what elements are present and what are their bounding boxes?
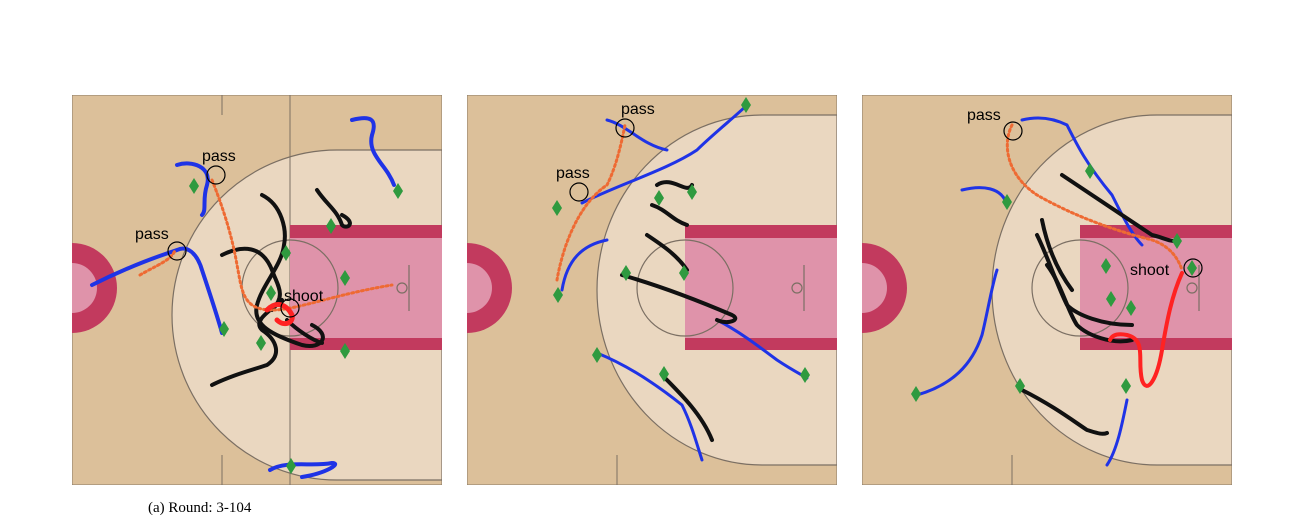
shoot-label: shoot bbox=[284, 288, 324, 305]
pass-label: pass bbox=[135, 226, 169, 243]
paint-inner bbox=[290, 238, 442, 338]
shoot-marker-circle bbox=[280, 298, 300, 318]
pass-marker-circle bbox=[615, 118, 635, 138]
pass-label: pass bbox=[556, 165, 590, 182]
hoop bbox=[1186, 282, 1198, 294]
pass-marker-circle bbox=[206, 165, 226, 185]
player-markers bbox=[552, 97, 810, 383]
free-throw-circle bbox=[636, 239, 734, 337]
figure-caption: (a) Round: 3-104 bbox=[148, 500, 252, 516]
paint-inner bbox=[685, 238, 837, 338]
free-throw-circle bbox=[1031, 239, 1129, 337]
court-1-svg: pass pass shoot bbox=[72, 95, 442, 485]
shoot-marker-circle bbox=[1183, 258, 1203, 278]
court-panel-3: pass shoot bbox=[862, 95, 1232, 485]
player-markers bbox=[189, 178, 403, 474]
pass-label: pass bbox=[967, 107, 1001, 124]
pass-label: pass bbox=[621, 101, 655, 118]
hoop bbox=[396, 282, 408, 294]
player-markers bbox=[911, 163, 1197, 402]
court-3-svg: pass shoot bbox=[862, 95, 1232, 485]
shoot-label: shoot bbox=[1130, 262, 1170, 279]
court-2-svg: pass pass bbox=[467, 95, 837, 485]
pass-marker-circle bbox=[167, 241, 187, 261]
court-panel-2: pass pass bbox=[467, 95, 837, 485]
pass-marker-circle bbox=[569, 182, 589, 202]
pass-marker-circle bbox=[1003, 121, 1023, 141]
pass-label: pass bbox=[202, 148, 236, 165]
hoop bbox=[791, 282, 803, 294]
court-panel-1: pass pass shoot bbox=[72, 95, 442, 485]
